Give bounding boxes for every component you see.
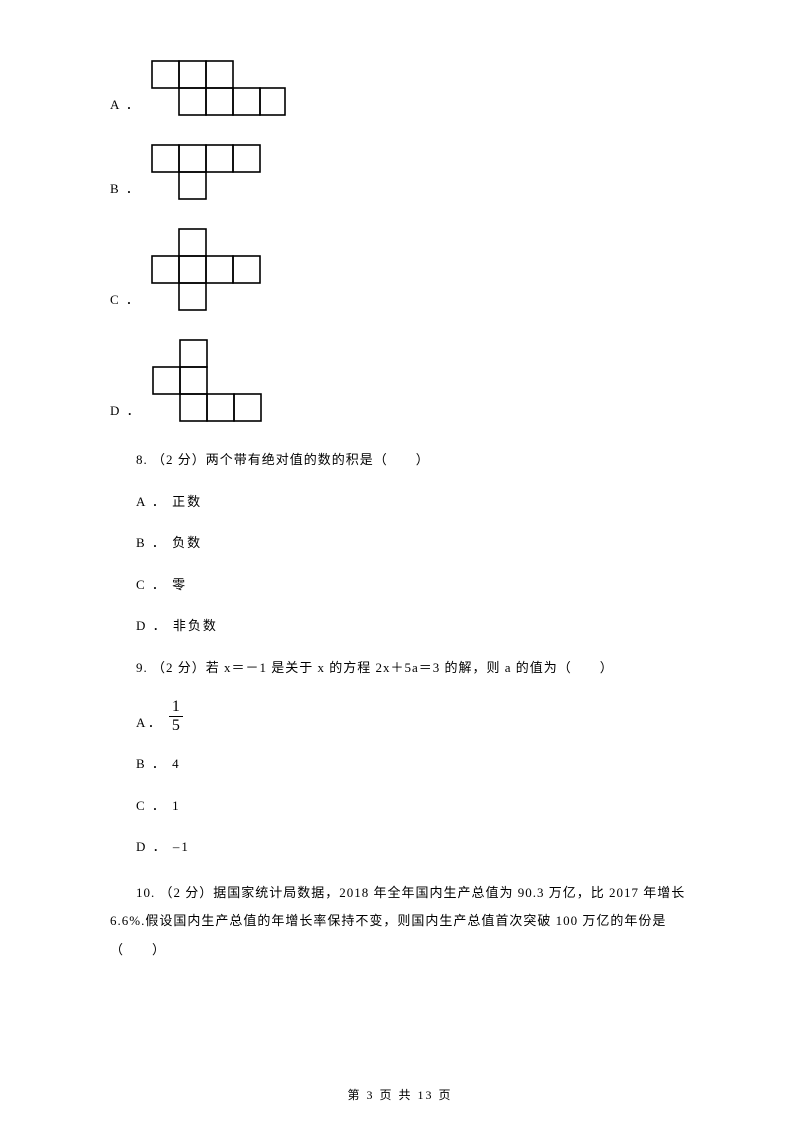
fraction-denominator: 5 [169,716,183,734]
q9-a-label: A ． [136,713,161,733]
fraction-icon: 1 5 [169,699,183,734]
q7-c-shape [151,228,266,311]
q9-option-c: C ． 1 [110,796,690,816]
q8-stem: 8. （2 分）两个带有绝对值的数的积是（ ） [110,450,690,470]
q7-a-shape [151,60,286,116]
q7-a-label: A ． [110,95,141,117]
fraction-numerator: 1 [169,699,183,716]
q7-d-label: D ． [110,401,142,423]
q7-b-label: B ． [110,179,141,201]
q7-b-shape [151,144,266,200]
q8-option-b: B ． 负数 [110,533,690,553]
q9-option-d: D ． –1 [110,837,690,857]
exam-page: A ． B ． C ． [0,0,800,1132]
page-footer: 第 3 页 共 13 页 [0,1086,800,1104]
q7-option-d: D ． [110,339,690,422]
q8-option-a: A ． 正数 [110,492,690,512]
q7-option-a: A ． [110,60,690,116]
q7-d-shape [152,339,267,422]
q7-option-c: C ． [110,228,690,311]
q7-c-label: C ． [110,290,141,312]
q9-option-b: B ． 4 [110,754,690,774]
q8-option-d: D ． 非负数 [110,616,690,636]
q9-stem: 9. （2 分）若 x＝－1 是关于 x 的方程 2x＋5a＝3 的解，则 a … [110,658,690,678]
q10-stem: 10. （2 分）据国家统计局数据，2018 年全年国内生产总值为 90.3 万… [110,879,690,965]
q8-option-c: C ． 零 [110,575,690,595]
q9-option-a: A ． 1 5 [110,699,690,732]
q7-option-b: B ． [110,144,690,200]
